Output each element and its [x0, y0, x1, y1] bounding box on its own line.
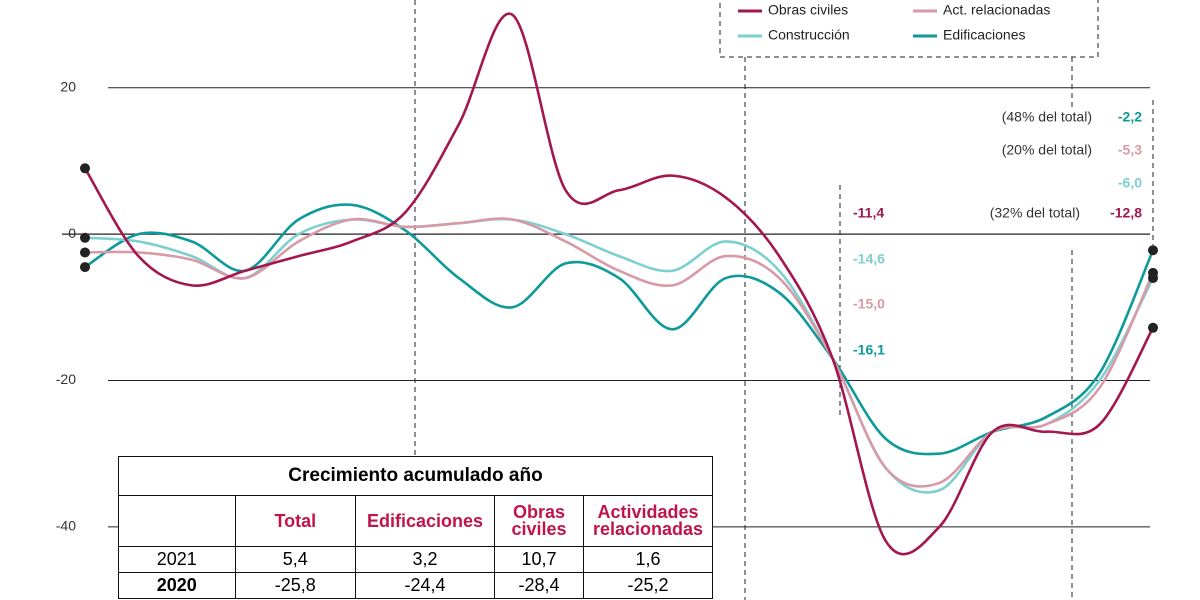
legend-label: Obras civiles: [768, 2, 848, 18]
annotation: (20% del total): [1002, 142, 1092, 158]
annotation: -12,8: [1110, 205, 1142, 221]
annotation: -6,0: [1118, 175, 1142, 191]
summary-table: Crecimiento acumulado año Total Edificac…: [118, 456, 713, 599]
table-cell: 10,7: [494, 546, 584, 573]
table-header: Edificaciones: [355, 495, 495, 547]
annotation: -11,4: [853, 205, 884, 221]
series-line: [83, 12, 1155, 556]
legend-label: Edificaciones: [943, 27, 1026, 43]
end-dot: [1148, 322, 1158, 333]
table-cell: -25,2: [583, 572, 713, 599]
y-tick-label: -40: [56, 518, 76, 534]
y-tick-label: 20: [60, 79, 76, 95]
table-header: [118, 495, 236, 547]
annotation: -5,3: [1118, 142, 1142, 158]
table-header: Actividades relacionadas: [583, 495, 713, 547]
annotation: -15,0: [853, 296, 885, 312]
end-dot: [80, 232, 90, 243]
table-cell: 1,6: [583, 546, 713, 573]
series-line: [84, 217, 1155, 494]
y-tick-label: -20: [56, 371, 76, 387]
table-cell: -25,8: [234, 572, 357, 599]
series-line: [84, 203, 1155, 456]
table-header: Total: [234, 495, 357, 547]
end-dot: [80, 163, 90, 174]
end-dot: [1148, 245, 1158, 256]
series-line: [84, 217, 1155, 488]
table-cell: -28,4: [494, 572, 584, 599]
table-cell: 2020: [118, 572, 236, 599]
annotation: (32% del total): [990, 205, 1080, 221]
table-cell: -24,4: [355, 572, 495, 599]
annotation: (48% del total): [1002, 109, 1092, 125]
end-dot: [80, 262, 90, 273]
legend-label: Construcción: [768, 27, 850, 43]
legend-box: [719, 0, 1099, 58]
end-dot: [80, 247, 90, 258]
legend-label: Act. relacionadas: [943, 2, 1050, 18]
table-cell: 5,4: [234, 546, 357, 573]
annotation: -14,6: [853, 251, 885, 267]
table-cell: 3,2: [355, 546, 495, 573]
annotation: -2,2: [1118, 109, 1142, 125]
y-tick-label: 0: [68, 225, 76, 241]
table-cell: 2021: [118, 546, 236, 573]
table-header: Obras civiles: [494, 495, 584, 547]
annotation: -16,1: [853, 342, 885, 358]
table-title: Crecimiento acumulado año: [118, 456, 713, 495]
end-dot: [1148, 273, 1158, 284]
